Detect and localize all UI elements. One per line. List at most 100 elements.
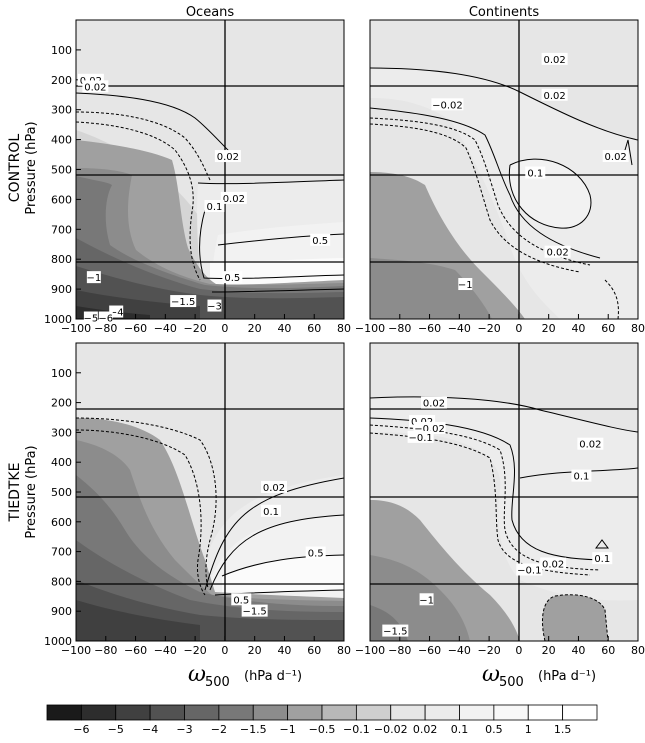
x-tick-label: −80 (94, 644, 117, 657)
panel-control-continents: −100 −80 −60 −40 −20 0 20 40 60 80 0.020.02−0.020… (355, 19, 645, 335)
y-tick-label: 1000 (44, 313, 72, 326)
x-tick-label: 20 (248, 644, 262, 657)
contour-label-bg (241, 604, 268, 617)
contour-label-bg (541, 88, 568, 101)
x-axis-units: (hPa d⁻¹) (244, 669, 302, 684)
colorbar-level-label: −1 (280, 723, 296, 736)
x-tick-label: −60 (124, 644, 147, 657)
y-tick-label: 100 (51, 367, 72, 380)
y-tick-label: 1000 (44, 635, 72, 648)
colorbar-swatch (424, 704, 460, 721)
y-tick-label: 200 (51, 74, 72, 87)
panel-frame (369, 342, 639, 642)
x-tick-label: 0 (221, 644, 228, 657)
colorbar-swatch (252, 704, 289, 721)
contour-minus-0.02-upper (76, 111, 211, 181)
contour-label-bg (540, 557, 567, 570)
contour-label-bg (544, 245, 571, 258)
x-tick-label: 0 (515, 322, 522, 335)
x-tick-label: −100 (355, 322, 385, 335)
contour-labels: 0.02 0.02 −0.02 0.02 0.1 0.02 −1 (431, 52, 629, 291)
colorbar-swatch (321, 704, 357, 721)
contour-label: 0.02 (543, 55, 565, 66)
y-tick-label: 800 (51, 253, 72, 266)
x-tick-labels: −100 −80 −60 −40 −20 0 20 40 60 80 (61, 636, 351, 657)
colorbar-swatch (80, 704, 117, 721)
x-tick-label: 0 (221, 322, 228, 335)
x-tick-label: 40 (571, 322, 585, 335)
colorbar-swatch (527, 704, 564, 721)
contour-label: 0.02 (217, 152, 239, 163)
region-level-minus-4 (76, 600, 200, 641)
contour-label-bg (577, 437, 604, 450)
y-tick-label: 400 (51, 134, 72, 147)
contour-labels: 0.020.10.50.5−1.5 (231, 480, 326, 618)
contour-label-bg (83, 311, 98, 324)
x-tick-label: 60 (307, 322, 321, 335)
x-tick-label: 40 (277, 322, 291, 335)
contour-minus-0.1-dashed (76, 429, 206, 596)
x-tick-label: −60 (418, 644, 441, 657)
x-tick-label: 40 (571, 644, 585, 657)
contour-label: −1.5 (243, 607, 267, 618)
contour-label-bg (82, 80, 109, 93)
contour-label: 0.5 (233, 595, 249, 606)
colorbar-swatch (218, 704, 254, 721)
x-tick-label: 60 (601, 322, 615, 335)
x-tick-label: 0 (515, 644, 522, 657)
x-tick-labels: −100 −80 −60 −40 −20 0 20 40 60 80 (61, 314, 351, 335)
contour-label-bg (592, 552, 613, 565)
omega-symbol: ω (188, 662, 206, 687)
x-tick-label: −100 (61, 644, 91, 657)
omega-subscript: 500 (499, 675, 524, 690)
colorbar-level-label: −5 (108, 723, 124, 736)
contour-label-bg (407, 430, 434, 443)
x-tick-label: −40 (154, 322, 177, 335)
x-tick-label: −60 (124, 322, 147, 335)
y-tick-label: 700 (51, 546, 72, 559)
colorbar-swatch (390, 704, 426, 721)
y-tick-label: 600 (51, 516, 72, 529)
x-tick-label: 60 (601, 644, 615, 657)
contour-minus-0.02-b (370, 123, 581, 273)
y-tick-label: 300 (51, 104, 72, 117)
x-tick-label: −80 (388, 644, 411, 657)
contour-minus-0.02 (370, 117, 591, 266)
x-tick-label: 60 (307, 644, 321, 657)
colorbar-level-label: 1.5 (554, 723, 572, 736)
region-level-0.02 (370, 396, 638, 601)
colorbar-level-label: −1.5 (240, 723, 267, 736)
contour-minus-0.1-dashed (76, 121, 201, 281)
contour-label: −1 (419, 595, 434, 606)
contour-label: −1 (86, 273, 101, 284)
contour-labels: 0.020.020.020.020.10.50.5−1−1.5−3−4−5−6 (77, 73, 331, 325)
colorbar-swatch (459, 704, 495, 721)
contour-0.02-mid (370, 107, 601, 259)
x-tick-labels: −100 −80 −60 −40 −20 0 20 40 60 80 (355, 636, 645, 657)
row-label-control: CONTROL (7, 134, 23, 203)
contour-label: 0.02 (546, 248, 568, 259)
contour-label-bg (516, 563, 543, 576)
contour-label: −1 (458, 280, 473, 291)
region-level-minus-0.5-blob (542, 594, 608, 641)
x-tick-label: −20 (478, 322, 501, 335)
contour-label: 0.5 (312, 236, 328, 247)
x-tick-label: −20 (184, 322, 207, 335)
x-tick-label: 80 (337, 644, 351, 657)
contour-label-bg (98, 311, 113, 324)
colorbar-level-label: 1 (525, 723, 532, 736)
colorbar-swatch (355, 704, 392, 721)
colorbar-level-label: 0.02 (413, 723, 438, 736)
y-tick-labels: 100 200 300 400 500 600 700 800 900 1000 (44, 367, 81, 648)
contour-0.5-lower (214, 589, 344, 596)
y-tick-label: 100 (51, 44, 72, 57)
contour-0.02-lower (197, 179, 344, 185)
contour-label: 0.1 (573, 472, 589, 483)
x-tick-label: 20 (542, 644, 556, 657)
colorbar-level-label: 0.5 (485, 723, 503, 736)
contour-label: −4 (109, 308, 124, 319)
y-tick-label: 400 (51, 456, 72, 469)
contour-label-bg (305, 546, 326, 559)
